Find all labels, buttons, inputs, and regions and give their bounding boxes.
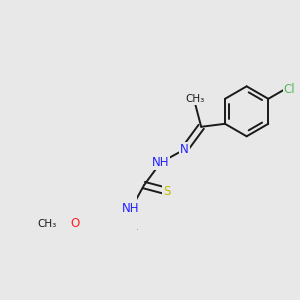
- Text: S: S: [163, 184, 170, 198]
- Text: CH₃: CH₃: [186, 94, 205, 104]
- Text: Cl: Cl: [284, 83, 296, 96]
- Text: CH₃: CH₃: [37, 219, 56, 229]
- Text: O: O: [71, 217, 80, 230]
- Text: N: N: [180, 143, 189, 156]
- Text: NH: NH: [152, 156, 169, 169]
- Text: NH: NH: [122, 202, 140, 215]
